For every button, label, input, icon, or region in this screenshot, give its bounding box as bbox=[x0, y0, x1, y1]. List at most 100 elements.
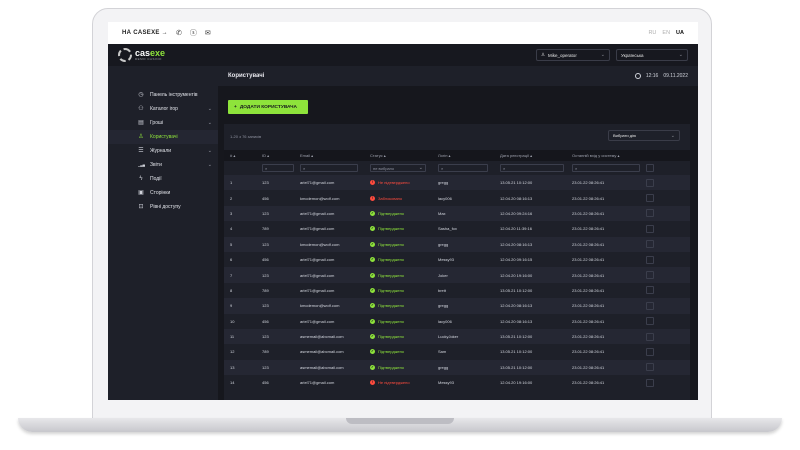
check-circle-icon: ✓ bbox=[370, 364, 375, 370]
cell-login: gregg bbox=[432, 175, 494, 191]
row-checkbox[interactable] bbox=[646, 255, 654, 264]
cell-reg: 13.05.21 10:12:00 bbox=[494, 175, 566, 191]
status-badge: ! Не підтверджено bbox=[370, 380, 432, 386]
home-link[interactable]: НА CASEXE → bbox=[122, 30, 168, 36]
cell-status: ! Не підтверджено bbox=[364, 375, 432, 391]
row-checkbox[interactable] bbox=[646, 271, 654, 280]
sidebar-item-label: Звіти bbox=[150, 162, 162, 168]
cell-n: 8 bbox=[224, 282, 256, 299]
cell-id: 123 bbox=[256, 175, 294, 191]
table-row[interactable]: 12 789 asmemail@abcmail.com ✓ Підтверджено Sa… bbox=[224, 344, 690, 360]
status-badge: ✓ Підтверджено bbox=[370, 349, 432, 355]
filter-status-input[interactable]: не вибрано ⌄ bbox=[370, 164, 426, 172]
status-text: Підтверджено bbox=[378, 334, 405, 340]
cell-last: 23.01.22 08:26:41 bbox=[566, 282, 640, 299]
select-all-checkbox[interactable] bbox=[646, 164, 654, 172]
cell-login: gregg bbox=[432, 359, 494, 376]
cell-n: 11 bbox=[224, 328, 256, 345]
status-text: Підтверджено bbox=[378, 364, 405, 370]
row-checkbox[interactable] bbox=[646, 178, 654, 187]
users-table-panel: 1-20 з 76 записів Вибрати дію ⌄ # ▴ ID ▴ E… bbox=[224, 124, 690, 400]
cell-n: 12 bbox=[224, 344, 256, 360]
chevron-down-icon: ⌄ bbox=[670, 132, 675, 139]
column-header[interactable]: Дата реєстрації ▴ bbox=[494, 150, 566, 161]
cell-login: Sam bbox=[432, 344, 494, 360]
current-date: 09.11.2022 bbox=[663, 73, 688, 79]
filter-id-input[interactable]: ⌕ bbox=[262, 164, 294, 172]
add-user-label: ДОДАТИ КОРИСТУВАЧА bbox=[239, 104, 297, 110]
row-checkbox[interactable] bbox=[646, 378, 654, 387]
filter-reg-date-input[interactable]: ⌕ bbox=[500, 164, 564, 172]
column-header[interactable]: # ▴ bbox=[224, 150, 256, 161]
filter-cell bbox=[224, 161, 256, 175]
table-row[interactable]: 14 456 ariel71@gmail.com! Не підтверджено Me… bbox=[224, 375, 690, 391]
table-row[interactable]: 8 789 ariel71@gmail.com ✓ Підтверджено brett 1… bbox=[224, 282, 690, 299]
bulk-action-select[interactable]: Вибрати дію ⌄ bbox=[608, 130, 680, 141]
table-row[interactable]: 6 456 ariel71@gmail.com ✓ Підтверджено Messy9… bbox=[224, 251, 690, 268]
row-checkbox[interactable] bbox=[646, 224, 654, 233]
status-text: Не підтверджено bbox=[378, 380, 410, 386]
language-option-ru[interactable]: RU bbox=[648, 30, 657, 36]
column-header[interactable]: ID ▴ bbox=[256, 150, 294, 161]
row-checkbox[interactable] bbox=[646, 332, 654, 341]
row-checkbox[interactable] bbox=[646, 347, 654, 356]
row-checkbox[interactable] bbox=[646, 209, 654, 218]
table-row[interactable]: 1 123 ariel71@gmail.com! Не підтверджено gre… bbox=[224, 175, 690, 191]
bulk-action-value: Вибрати дію bbox=[613, 133, 636, 138]
row-checkbox[interactable] bbox=[646, 363, 654, 372]
table-row[interactable]: 7 123 ariel71@gmail.com ✓ Підтверджено Joker 1… bbox=[224, 267, 690, 283]
user-menu[interactable]: ♙ Mike_operator ⌄ bbox=[536, 49, 610, 61]
filter-cell bbox=[640, 161, 690, 175]
cell-login: Messy93 bbox=[432, 251, 494, 268]
status-text: Підтверджено bbox=[378, 318, 405, 324]
table-row[interactable]: 9 123 kmcdemon@wolf.com ✓ Підтверджено gregg 1… bbox=[224, 298, 690, 314]
table-row[interactable]: 13 123 asmemail@abcmail.com ✓ Підтверджено gr… bbox=[224, 359, 690, 376]
events-icon: ϟ bbox=[139, 176, 143, 182]
column-header[interactable]: Email ▴ bbox=[294, 150, 364, 161]
skype-icon[interactable]: ⓢ bbox=[189, 30, 197, 37]
mail-icon[interactable]: ✉ bbox=[204, 30, 211, 37]
table-row[interactable]: 4 789 ariel71@gmail.com ✓ Підтверджено Sasha_… bbox=[224, 221, 690, 237]
table-row[interactable]: 5 123 kmcdemon@wolf.com ✓ Підтверджено gregg 1… bbox=[224, 236, 690, 252]
sidebar-item-2[interactable]: ▤ Гроші ⌄ bbox=[108, 116, 218, 130]
sidebar-item-label: Події bbox=[150, 176, 162, 182]
status-text: Підтверджено bbox=[378, 241, 405, 247]
language-value: Українська bbox=[621, 52, 644, 58]
status-badge: ✓ Підтверджено bbox=[370, 287, 432, 293]
add-user-button[interactable]: + ДОДАТИ КОРИСТУВАЧА bbox=[228, 100, 308, 114]
filter-email-input[interactable]: ⌕ bbox=[300, 164, 358, 172]
sidebar-item-8[interactable]: ⊡ Рівні доступу bbox=[108, 200, 218, 214]
status-badge: ! Не підтверджено bbox=[370, 180, 432, 186]
sidebar-item-0[interactable]: ◷ Панель інструментів bbox=[108, 88, 218, 102]
sidebar-item-label: Панель інструментів bbox=[150, 92, 198, 98]
cell-n: 14 bbox=[224, 375, 256, 391]
column-header[interactable]: Статус ▴ bbox=[364, 150, 432, 161]
cell-id: 456 bbox=[256, 313, 294, 329]
sidebar-item-1[interactable]: ⚇ Каталог ігор ⌄ bbox=[108, 102, 218, 116]
language-select[interactable]: Українська ⌄ bbox=[616, 49, 688, 61]
table-row[interactable]: 3 123 ariel71@gmail.com ✓ Підтверджено Max 12.… bbox=[224, 205, 690, 222]
row-checkbox[interactable] bbox=[646, 194, 654, 203]
table-row[interactable]: 10 456 ariel71@gmail.com ✓ Підтверджено lacy0… bbox=[224, 313, 690, 329]
column-header[interactable]: Останній вхід у систему ▴ bbox=[566, 150, 640, 161]
language-option-ua[interactable]: UA bbox=[676, 30, 684, 36]
sidebar-item-3[interactable]: ♙ Користувачі bbox=[108, 130, 218, 144]
cell-n: 9 bbox=[224, 298, 256, 314]
row-checkbox[interactable] bbox=[646, 286, 654, 295]
table-row[interactable]: 2 456 kmcdemon@wolf.com! Заблоковано lacy006… bbox=[224, 190, 690, 206]
filter-last-login-input[interactable]: ⌕ bbox=[572, 164, 640, 172]
row-checkbox[interactable] bbox=[646, 317, 654, 326]
logo[interactable]: casexe DEMO CASINO bbox=[118, 48, 165, 62]
table-row[interactable]: 11 123 asmemail@abcmail.com ✓ Підтверджено Lu… bbox=[224, 328, 690, 345]
language-option-en[interactable]: EN bbox=[662, 30, 671, 36]
sidebar-item-6[interactable]: ϟ Події bbox=[108, 172, 218, 186]
row-checkbox[interactable] bbox=[646, 240, 654, 249]
phone-icon[interactable]: ✆ bbox=[175, 30, 182, 37]
sidebar-item-5[interactable]: ▁▃▅ Звіти ⌄ bbox=[108, 158, 218, 172]
column-header[interactable]: Логін ▴ bbox=[432, 150, 494, 161]
filter-login-input[interactable]: ⌕ bbox=[438, 164, 488, 172]
row-checkbox[interactable] bbox=[646, 301, 654, 310]
chevron-down-icon: ⌄ bbox=[600, 52, 605, 58]
sidebar-item-7[interactable]: ▣ Сторінки bbox=[108, 186, 218, 200]
sidebar-item-4[interactable]: ☰ Журнали ⌄ bbox=[108, 144, 218, 158]
